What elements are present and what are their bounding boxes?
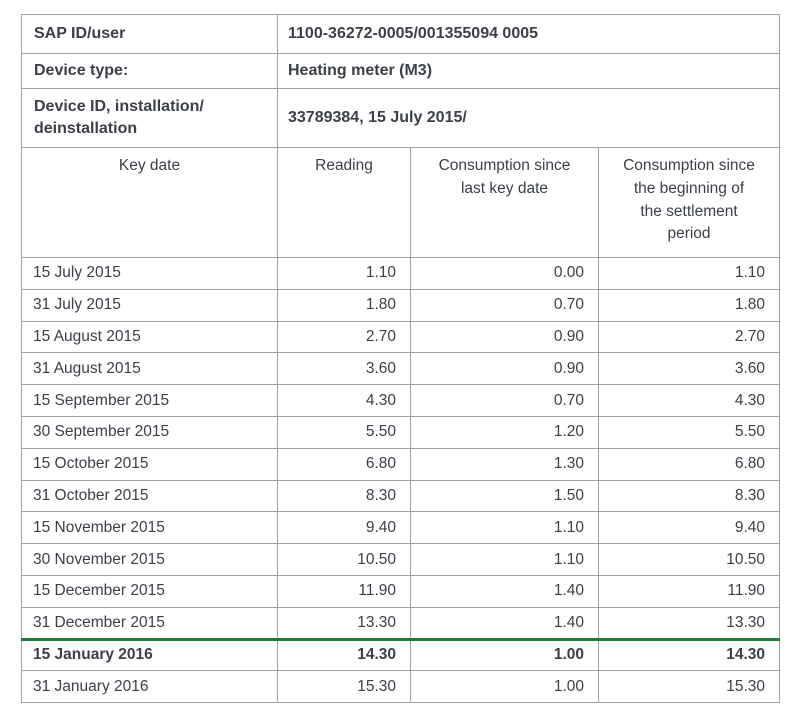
table-row: 31 October 2015 8.30 1.50 8.30 [21,479,780,513]
consumption-since-last-cell: 0.00 [410,257,599,290]
key-date-cell: 15 August 2015 [21,320,278,354]
table-row: 15 September 2015 4.30 0.70 4.30 [21,384,780,417]
key-date-cell: 31 October 2015 [21,479,278,513]
consumption-since-period-cell: 9.40 [598,511,780,545]
meta-row-sap-id: SAP ID/user 1100-36272-0005/001355094 00… [21,14,780,54]
reading-cell: 9.40 [277,511,411,545]
consumption-since-period-cell: 13.30 [598,606,780,640]
consumption-since-last-cell: 0.70 [410,384,599,417]
meta-row-device-id: Device ID, installation/ deinstallation … [21,88,780,148]
reading-cell: 1.80 [277,288,411,322]
table-row: 30 September 2015 5.50 1.20 5.50 [21,415,780,449]
table-body: 15 July 2015 1.10 0.00 1.10 31 July 2015… [21,257,780,704]
table-row: 15 August 2015 2.70 0.90 2.70 [21,320,780,354]
reading-cell: 5.50 [277,415,411,449]
consumption-since-last-cell: 1.30 [410,447,599,481]
consumption-since-period-cell: 14.30 [598,637,780,672]
device-type-label: Device type: [21,53,278,89]
table-row: 15 January 2016 14.30 1.00 14.30 [21,637,780,672]
consumption-since-last-cell: 1.10 [410,543,599,576]
consumption-since-period-cell: 15.30 [598,670,780,704]
key-date-cell: 15 October 2015 [21,447,278,481]
key-date-cell: 31 July 2015 [21,288,278,322]
key-date-cell: 15 November 2015 [21,511,278,545]
reading-cell: 11.90 [277,574,411,608]
reading-cell: 2.70 [277,320,411,354]
consumption-since-last-cell: 0.90 [410,352,599,386]
consumption-since-period-cell: 2.70 [598,320,780,354]
key-date-cell: 15 September 2015 [21,384,278,417]
key-date-cell: 30 September 2015 [21,415,278,449]
reading-cell: 3.60 [277,352,411,386]
consumption-since-last-cell: 1.00 [410,637,599,672]
consumption-since-period-cell: 3.60 [598,352,780,386]
consumption-since-last-cell: 1.10 [410,511,599,545]
key-date-cell: 15 July 2015 [21,257,278,290]
sap-id-value: 1100-36272-0005/001355094 0005 [277,14,780,54]
key-date-cell: 15 December 2015 [21,574,278,608]
device-id-value: 33789384, 15 July 2015/ [277,88,780,148]
consumption-since-period-cell: 5.50 [598,415,780,449]
table-row: 31 December 2015 13.30 1.40 13.30 [21,606,780,640]
key-date-cell: 30 November 2015 [21,543,278,576]
table-row: 15 December 2015 11.90 1.40 11.90 [21,574,780,608]
device-id-label: Device ID, installation/ deinstallation [21,88,278,148]
consumption-since-last-cell: 0.90 [410,320,599,354]
table-header-row: Key date Reading Consumption since last … [21,147,780,258]
consumption-since-last-cell: 1.40 [410,574,599,608]
key-date-cell: 31 December 2015 [21,606,278,640]
reading-cell: 13.30 [277,606,411,640]
device-type-value: Heating meter (M3) [277,53,780,89]
key-date-cell: 31 August 2015 [21,352,278,386]
sap-id-label: SAP ID/user [21,14,278,54]
consumption-since-last-cell: 1.40 [410,606,599,640]
table-row: 31 July 2015 1.80 0.70 1.80 [21,288,780,322]
table-row: 15 November 2015 9.40 1.10 9.40 [21,511,780,545]
table-row: 31 August 2015 3.60 0.90 3.60 [21,352,780,386]
consumption-since-last-cell: 1.50 [410,479,599,513]
header-consumption-since-last: Consumption since last key date [410,147,599,258]
reading-cell: 15.30 [277,670,411,704]
consumption-since-period-cell: 10.50 [598,543,780,576]
consumption-since-period-cell: 1.80 [598,288,780,322]
header-consumption-since-period: Consumption since the beginning of the s… [598,147,780,258]
consumption-since-period-cell: 4.30 [598,384,780,417]
reading-cell: 8.30 [277,479,411,513]
table-row: 15 October 2015 6.80 1.30 6.80 [21,447,780,481]
reading-cell: 4.30 [277,384,411,417]
reading-cell: 10.50 [277,543,411,576]
reading-cell: 14.30 [277,637,411,672]
reading-cell: 6.80 [277,447,411,481]
key-date-cell: 31 January 2016 [21,670,278,704]
consumption-since-last-cell: 1.00 [410,670,599,704]
consumption-since-period-cell: 6.80 [598,447,780,481]
consumption-since-period-cell: 11.90 [598,574,780,608]
consumption-since-last-cell: 1.20 [410,415,599,449]
header-reading: Reading [277,147,411,258]
table-row: 31 January 2016 15.30 1.00 15.30 [21,670,780,704]
consumption-since-last-cell: 0.70 [410,288,599,322]
table-row: 30 November 2015 10.50 1.10 10.50 [21,543,780,576]
table-row: 15 July 2015 1.10 0.00 1.10 [21,257,780,290]
consumption-since-period-cell: 8.30 [598,479,780,513]
header-key-date: Key date [21,147,278,258]
reading-cell: 1.10 [277,257,411,290]
meta-row-device-type: Device type: Heating meter (M3) [21,53,780,89]
meter-reading-table: SAP ID/user 1100-36272-0005/001355094 00… [21,14,780,704]
key-date-cell: 15 January 2016 [21,637,278,672]
consumption-since-period-cell: 1.10 [598,257,780,290]
